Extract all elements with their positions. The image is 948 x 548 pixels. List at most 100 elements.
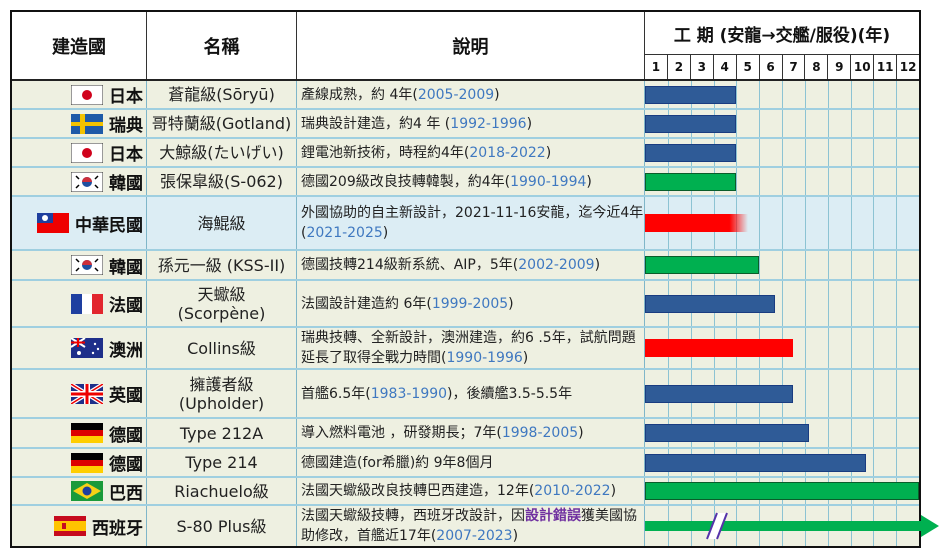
class-name: Riachuelo級 bbox=[174, 481, 269, 501]
country-cell: 德國 bbox=[12, 449, 147, 476]
grid-line bbox=[804, 370, 806, 417]
description-text: ) bbox=[494, 86, 500, 103]
grid-line bbox=[804, 281, 806, 326]
class-name: Collins級 bbox=[187, 338, 256, 358]
duration-bar bbox=[645, 172, 737, 191]
country-name: 法國 bbox=[109, 296, 143, 316]
gantt-cell bbox=[645, 449, 919, 476]
country-cell: 澳洲 bbox=[12, 328, 147, 368]
year-tick: 7 bbox=[783, 55, 806, 79]
grid-line bbox=[782, 168, 783, 195]
grid-line bbox=[759, 139, 761, 166]
grid-line bbox=[782, 110, 783, 137]
germany-flag-icon bbox=[71, 452, 103, 473]
duration-bar bbox=[645, 114, 737, 133]
class-name-cell: 孫元一級 (KSS-II) bbox=[147, 251, 297, 279]
class-name-cell: 擁護者級 (Upholder) bbox=[147, 370, 297, 417]
table-row: 韓國 孫元一級 (KSS-II) 德國技轉214級新系統、AIP，5年(2002-2… bbox=[12, 251, 919, 281]
submarine-build-time-table: 建造國 名稱 說明 工 期 (安龍→交艦/服役)(年) 1 2 3 4 5 6 7 8 9 10 1… bbox=[10, 10, 939, 548]
grid-line bbox=[850, 197, 852, 249]
year-range: 1998-2005 bbox=[501, 425, 579, 441]
gantt-cell bbox=[645, 478, 919, 504]
grid-line bbox=[896, 251, 898, 279]
year-range: 2005-2009 bbox=[417, 86, 495, 103]
duration-bar bbox=[645, 384, 794, 403]
grid-line bbox=[896, 81, 898, 108]
class-name: 蒼龍級(Sōryū) bbox=[168, 85, 275, 104]
description-text: 法國設計建造約 6年( bbox=[301, 295, 432, 312]
grid-line bbox=[827, 81, 829, 108]
grid-line bbox=[759, 168, 761, 195]
description-text: 瑞典技轉、全新設計，澳洲建造，約6 .5年，試航問題延長了取得全戰力時間( bbox=[301, 330, 636, 366]
country-name: 日本 bbox=[109, 87, 143, 107]
class-name-cell: 大鯨級(たいげい) bbox=[147, 139, 297, 166]
sweden-flag-icon bbox=[71, 113, 103, 134]
grid-line bbox=[827, 419, 829, 447]
grid-line bbox=[827, 110, 829, 137]
class-name: 海鯤級 bbox=[197, 213, 246, 233]
description-text: )，後續艦3.5-5.5年 bbox=[447, 385, 573, 402]
description-text: 首艦6.5年( bbox=[301, 385, 371, 402]
year-tick: 8 bbox=[805, 55, 829, 79]
country-cell: 英國 bbox=[12, 370, 147, 417]
year-range: 2007-2023 bbox=[436, 528, 513, 544]
germany-flag-icon bbox=[71, 423, 103, 443]
year-tick: 9 bbox=[828, 55, 852, 79]
country-cell: 瑞典 bbox=[12, 110, 147, 137]
gantt-cell bbox=[645, 110, 919, 137]
year-range: 1999-2005 bbox=[431, 295, 509, 312]
table-row: 西班牙 S-80 Plus級 法國天蠍級技轉，西班牙改設計，因設計錯誤獲美國協助修改… bbox=[12, 506, 939, 546]
class-name: 張保皐級(S-062) bbox=[160, 172, 283, 191]
class-name: 哥特蘭級(Gotland) bbox=[151, 114, 292, 133]
grid-line bbox=[759, 251, 761, 279]
table-row: 德國 Type 212A 導入燃料電池 ，研發期長；7年(1998-2005) bbox=[12, 419, 919, 449]
gantt-cell bbox=[645, 81, 919, 108]
gantt-cell bbox=[645, 197, 919, 249]
class-name: S-80 Plus級 bbox=[176, 516, 267, 536]
duration-bar bbox=[645, 512, 939, 540]
year-tick: 6 bbox=[760, 55, 783, 79]
grid-line bbox=[896, 168, 898, 195]
description-cell: 法國天蠍級改良技轉巴西建造，12年(2010-2022) bbox=[297, 478, 645, 504]
japan-flag-icon bbox=[71, 142, 103, 163]
description-text: ) bbox=[522, 350, 529, 366]
grid-line bbox=[850, 81, 852, 108]
grid-line bbox=[873, 110, 875, 137]
japan-flag-icon bbox=[71, 84, 103, 105]
duration-bar bbox=[645, 424, 810, 442]
duration-bar bbox=[645, 453, 866, 472]
duration-bar bbox=[645, 214, 748, 232]
grid-line bbox=[804, 110, 806, 137]
class-name-cell: 海鯤級 bbox=[147, 197, 297, 249]
grid-line bbox=[804, 139, 806, 166]
description-text: ) bbox=[512, 528, 519, 544]
grid-line bbox=[873, 168, 875, 195]
grid-line bbox=[782, 251, 783, 279]
grid-line bbox=[850, 370, 852, 417]
arrow-bar bbox=[645, 515, 939, 537]
gantt-cell bbox=[645, 370, 919, 417]
grid-line bbox=[736, 81, 738, 108]
grid-line bbox=[804, 168, 806, 195]
header-gantt: 工 期 (安龍→交艦/服役)(年) 1 2 3 4 5 6 7 8 9 10 11 12 bbox=[645, 12, 919, 79]
table-body: 日本 蒼龍級(Sōryū) 產線成熟，約 4年(2005-2009) 瑞典 哥特蘭級(G… bbox=[12, 81, 939, 546]
country-name: 澳洲 bbox=[109, 340, 143, 361]
country-cell: 西班牙 bbox=[12, 506, 147, 546]
class-name-cell: Type 214 bbox=[147, 449, 297, 476]
grid-line bbox=[850, 281, 852, 326]
duration-bar bbox=[645, 294, 776, 313]
year-tick: 10 bbox=[851, 55, 875, 79]
description-text: ) bbox=[594, 257, 601, 273]
korea-flag-icon bbox=[71, 171, 103, 192]
grid-line bbox=[873, 281, 875, 326]
duration-bar bbox=[645, 85, 737, 104]
header-country: 建造國 bbox=[12, 12, 147, 79]
korea-flag-icon bbox=[71, 255, 103, 275]
year-range: 2010-2022 bbox=[534, 483, 611, 499]
gantt-cell bbox=[645, 419, 919, 447]
class-name: 孫元一級 (KSS-II) bbox=[157, 255, 286, 275]
grid-line bbox=[873, 370, 875, 417]
description-text: 外國協助的自主新設計，2021-11-16安龍，迄今近4年 ( bbox=[301, 205, 644, 241]
class-name-cell: 哥特蘭級(Gotland) bbox=[147, 110, 297, 137]
year-tick: 12 bbox=[899, 60, 917, 74]
